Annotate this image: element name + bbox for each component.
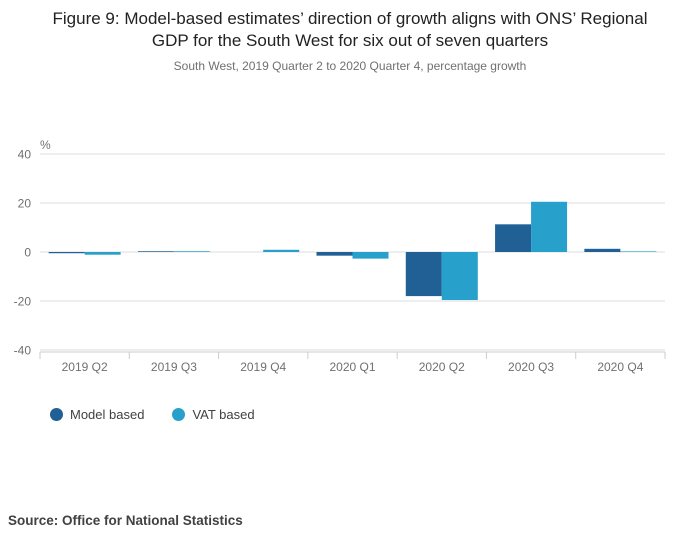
bar-vat-based-2020-q2 <box>441 252 478 301</box>
y-tick-label: -40 <box>14 344 32 358</box>
legend-label: Model based <box>70 407 145 422</box>
bar-vat-based-2019-q3 <box>173 251 210 252</box>
x-tick-label: 2020 Q1 <box>329 360 375 374</box>
bar-model-based-2020-q3 <box>495 224 532 252</box>
bar-vat-based-2020-q4 <box>620 251 657 252</box>
bar-model-based-2020-q4 <box>584 248 621 252</box>
y-tick-label: 20 <box>18 197 32 211</box>
bar-model-based-2020-q1 <box>316 252 353 256</box>
bar-vat-based-2019-q4 <box>263 249 300 252</box>
source-text: Source: Office for National Statistics <box>8 513 243 528</box>
legend: Model based VAT based <box>50 407 255 422</box>
y-tick-label: 0 <box>24 246 31 260</box>
bar-model-based-2019-q3 <box>137 251 174 252</box>
y-tick-label: 40 <box>18 148 32 162</box>
bar-chart: 40 20 0 -20 -40% 2019 Q2 2019 Q3 2019 Q4 2020 Q1… <box>14 138 666 374</box>
y-tick-label: -20 <box>14 295 32 309</box>
legend-item-model-based: Model based <box>50 407 144 422</box>
bar-vat-based-2020-q1 <box>352 252 389 259</box>
bar-model-based-2019-q2 <box>48 252 85 254</box>
bar-vat-based-2019-q2 <box>84 252 121 255</box>
x-tick-label: 2020 Q4 <box>597 360 643 374</box>
chart-subtitle: South West, 2019 Quarter 2 to 2020 Quart… <box>173 59 527 73</box>
bar-vat-based-2020-q3 <box>531 201 568 252</box>
x-tick-label: 2019 Q4 <box>240 360 286 374</box>
x-tick-label: 2020 Q3 <box>508 360 554 374</box>
legend-item-vat-based: VAT based <box>172 407 255 422</box>
vat-based-swatch-icon <box>172 408 186 421</box>
model-based-swatch-icon <box>50 408 63 421</box>
x-tick-label: 2020 Q2 <box>419 360 465 374</box>
bar-model-based-2020-q2 <box>405 252 442 297</box>
chart-title: Figure 9: Model-based estimates’ directi… <box>52 9 648 51</box>
x-tick-label: 2019 Q2 <box>62 360 108 374</box>
y-axis-unit-label: % <box>40 138 51 152</box>
legend-label: VAT based <box>192 407 255 422</box>
x-tick-label: 2019 Q3 <box>151 360 197 374</box>
